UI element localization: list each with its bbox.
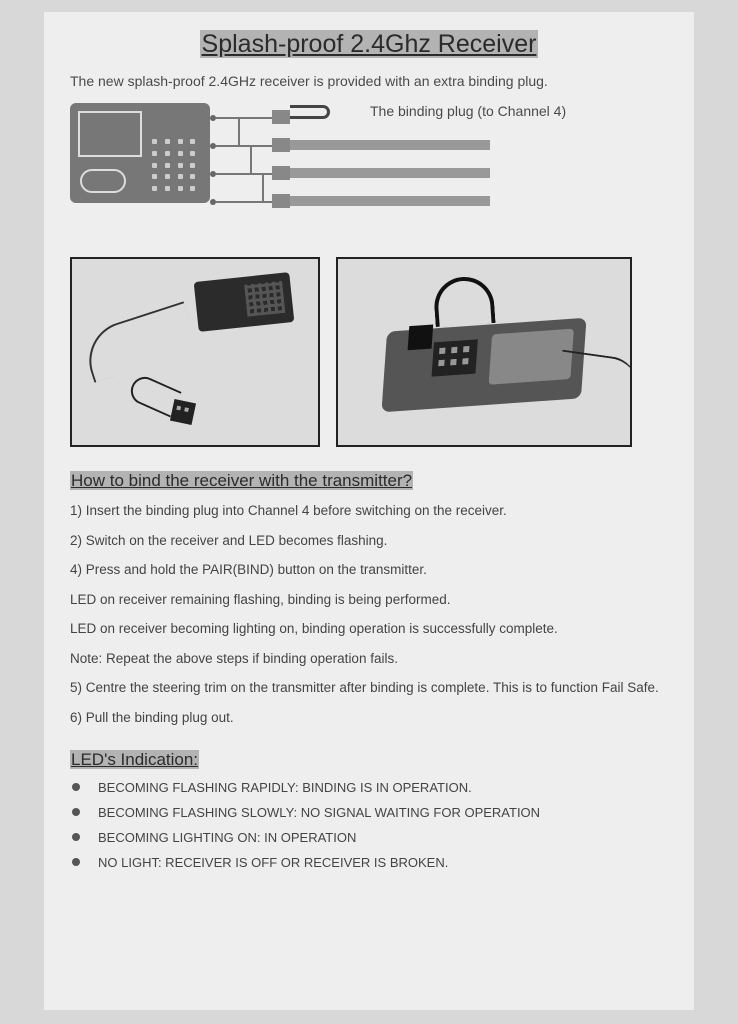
button-outline: [80, 169, 126, 193]
binding-plug-loop-icon: [290, 105, 330, 119]
photo-receiver-and-plug: [70, 257, 320, 447]
section-heading-text: How to bind the receiver with the transm…: [70, 471, 413, 490]
cable-icon: [290, 196, 490, 206]
led-item: BECOMING FLASHING RAPIDLY: BINDING IS IN…: [70, 780, 668, 795]
wire-icon: [216, 117, 272, 119]
antenna-wire-shape: [79, 301, 199, 383]
pin-block-shape: [432, 339, 478, 376]
wire-icon: [250, 145, 252, 173]
section-heading-text: LED's Indication:: [70, 750, 199, 769]
section-heading-led: LED's Indication:: [70, 750, 668, 770]
connector-icon: [272, 166, 290, 180]
step-text: 5) Centre the steering trim on the trans…: [70, 678, 668, 698]
plug-shape: [170, 399, 196, 425]
plug-shape: [408, 324, 434, 350]
connector-icon: [272, 138, 290, 152]
title-text: Splash-proof 2.4Ghz Receiver: [200, 30, 539, 58]
bind-steps: 1) Insert the binding plug into Channel …: [70, 501, 668, 728]
step-text: Note: Repeat the above steps if binding …: [70, 649, 668, 669]
cable-icon: [290, 140, 490, 150]
step-text: LED on receiver remaining flashing, bind…: [70, 590, 668, 610]
page-title: Splash-proof 2.4Ghz Receiver: [70, 30, 668, 59]
cable-icon: [290, 168, 490, 178]
plug-loop-shape: [432, 275, 495, 327]
step-text: LED on receiver becoming lighting on, bi…: [70, 619, 668, 639]
led-item: BECOMING FLASHING SLOWLY: NO SIGNAL WAIT…: [70, 805, 668, 820]
photo-plug-inserted: [336, 257, 632, 447]
receiver-photo-shape: [194, 272, 295, 332]
wire-icon: [216, 145, 272, 147]
led-indication-list: BECOMING FLASHING RAPIDLY: BINDING IS IN…: [70, 780, 668, 870]
led-item: NO LIGHT: RECEIVER IS OFF OR RECEIVER IS…: [70, 855, 668, 870]
wire-icon: [216, 201, 272, 203]
pin-header: [152, 139, 200, 195]
wire-icon: [238, 117, 240, 145]
wiring-diagram: The binding plug (to Channel 4): [70, 99, 668, 249]
step-text: 1) Insert the binding plug into Channel …: [70, 501, 668, 521]
led-item: BECOMING LIGHTING ON: IN OPERATION: [70, 830, 668, 845]
step-text: 6) Pull the binding plug out.: [70, 708, 668, 728]
receiver-illustration: [70, 103, 210, 203]
binding-plug-label: The binding plug (to Channel 4): [370, 103, 566, 119]
intro-text: The new splash-proof 2.4GHz receiver is …: [70, 73, 668, 89]
step-text: 4) Press and hold the PAIR(BIND) button …: [70, 560, 668, 580]
connector-icon: [272, 194, 290, 208]
step-text: 2) Switch on the receiver and LED become…: [70, 531, 668, 551]
instruction-sheet: Splash-proof 2.4Ghz Receiver The new spl…: [44, 12, 694, 1010]
connector-icon: [272, 110, 290, 124]
photo-row: [70, 257, 668, 447]
receiver-body-shape: [381, 318, 586, 413]
section-heading-bind: How to bind the receiver with the transm…: [70, 471, 668, 491]
wire-icon: [262, 173, 264, 201]
lcd-outline: [78, 111, 142, 157]
